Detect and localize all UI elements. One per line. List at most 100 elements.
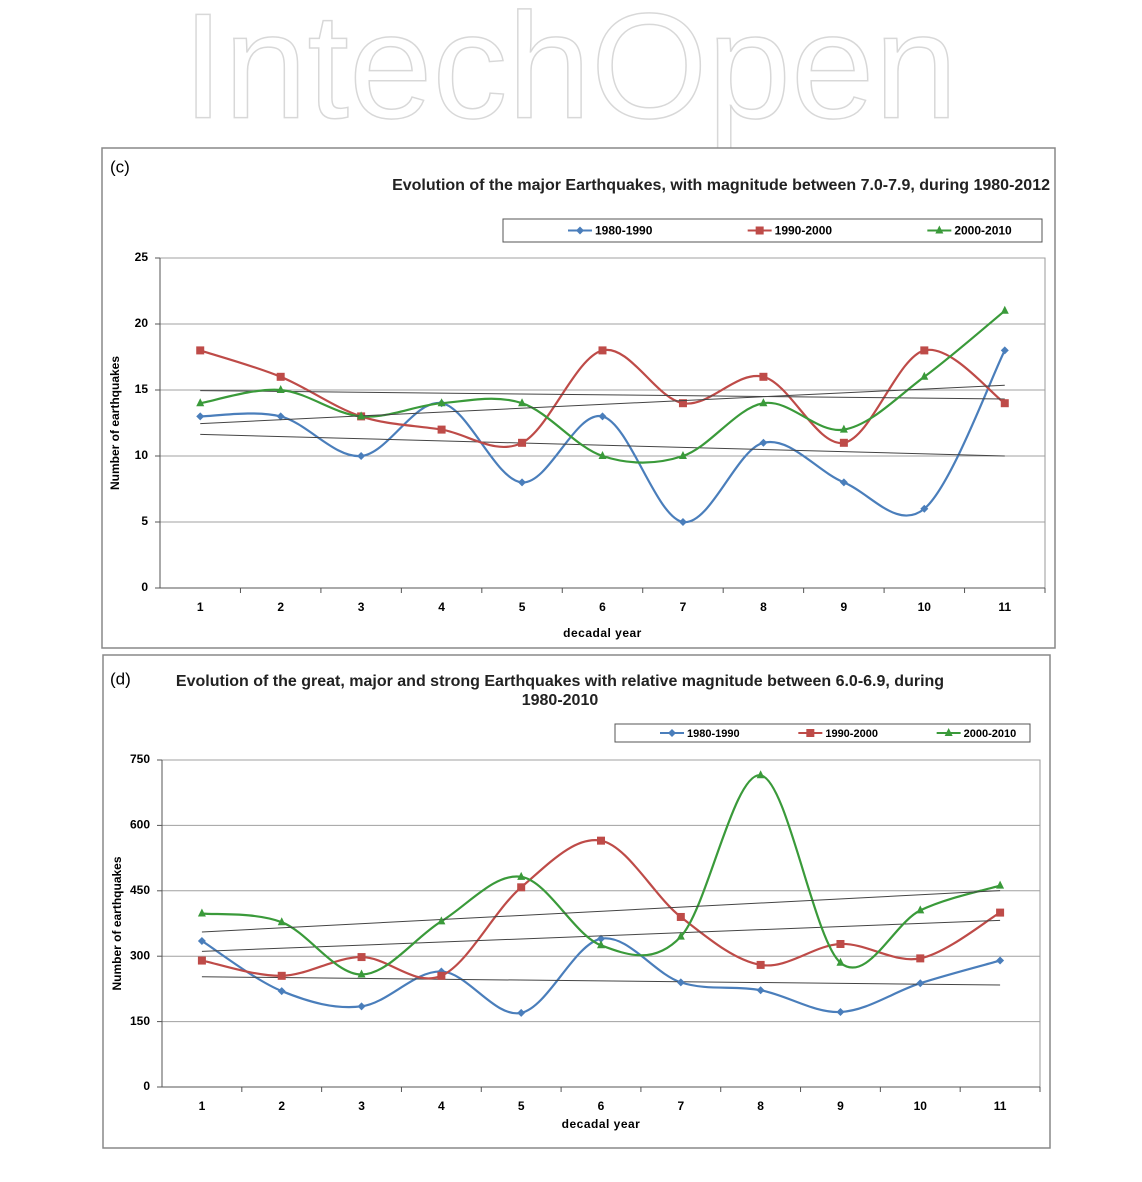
marker xyxy=(597,934,605,943)
x-tick-label: 2 xyxy=(278,1099,285,1113)
marker xyxy=(759,372,768,381)
legend-box xyxy=(502,218,1043,243)
x-tick-label: 2 xyxy=(277,600,284,614)
marker xyxy=(518,438,527,447)
marker xyxy=(920,371,929,380)
marker xyxy=(678,451,687,459)
marker xyxy=(437,971,446,980)
marker xyxy=(276,412,285,421)
y-tick-label: 0 xyxy=(141,580,148,594)
marker xyxy=(1000,399,1009,408)
panel-label: (d) xyxy=(110,669,131,688)
marker xyxy=(916,979,925,988)
x-tick-label: 9 xyxy=(841,600,848,614)
marker xyxy=(678,399,687,408)
x-tick-label: 11 xyxy=(994,1099,1007,1113)
trend-line xyxy=(200,384,1005,425)
x-axis-label: decadal year xyxy=(562,1117,641,1131)
marker xyxy=(437,916,446,925)
marker xyxy=(517,1008,526,1017)
legend-box xyxy=(614,723,1031,743)
x-tick-label: 5 xyxy=(519,600,526,614)
y-tick-label: 750 xyxy=(130,752,150,766)
x-tick-label: 11 xyxy=(998,600,1011,614)
marker xyxy=(598,412,607,421)
marker xyxy=(598,451,607,459)
marker xyxy=(276,372,285,381)
y-tick-label: 15 xyxy=(135,382,149,396)
y-tick-label: 10 xyxy=(135,448,149,462)
y-tick-label: 20 xyxy=(135,316,149,330)
marker xyxy=(196,412,205,421)
marker xyxy=(920,504,929,513)
x-tick-label: 6 xyxy=(599,600,606,614)
marker xyxy=(916,954,925,963)
marker xyxy=(437,425,446,434)
chart-title: Evolution of the great, major and strong… xyxy=(175,673,945,709)
marker xyxy=(668,729,676,737)
marker xyxy=(1000,305,1009,314)
series-line xyxy=(199,348,1006,449)
x-tick-label: 10 xyxy=(914,1099,928,1113)
marker xyxy=(678,518,687,526)
trend-line xyxy=(201,976,1001,986)
marker xyxy=(836,1008,845,1017)
marker xyxy=(276,385,285,393)
y-axis-label: Number of earthquakes xyxy=(108,356,122,490)
x-axis-label: decadal year xyxy=(563,626,642,640)
marker xyxy=(755,226,764,235)
marker xyxy=(598,346,607,355)
marker xyxy=(839,424,848,433)
x-tick-label: 4 xyxy=(438,1099,445,1113)
marker xyxy=(357,969,366,978)
legend-label: 1990-2000 xyxy=(825,728,878,740)
x-tick-label: 1 xyxy=(199,1099,206,1113)
y-tick-label: 150 xyxy=(130,1014,150,1028)
y-axis-label: Number of earthquakes xyxy=(110,856,124,990)
x-tick-label: 7 xyxy=(677,1099,684,1113)
x-tick-label: 8 xyxy=(757,1099,764,1113)
x-tick-label: 7 xyxy=(680,600,687,614)
legend-label: 2000-2010 xyxy=(964,728,1017,740)
trend-line xyxy=(201,919,1001,952)
marker xyxy=(197,956,206,965)
x-tick-label: 10 xyxy=(918,600,932,614)
marker xyxy=(836,939,845,948)
marker xyxy=(517,871,526,880)
marker xyxy=(759,398,768,407)
x-tick-label: 8 xyxy=(760,600,767,614)
y-tick-label: 600 xyxy=(130,818,150,832)
marker xyxy=(756,986,765,995)
marker xyxy=(920,346,929,355)
marker xyxy=(196,346,205,355)
marker xyxy=(756,770,765,779)
marker xyxy=(944,728,953,736)
y-tick-label: 450 xyxy=(130,883,150,897)
marker xyxy=(676,978,685,987)
y-tick-label: 25 xyxy=(135,250,149,264)
panel-label: (c) xyxy=(110,157,130,176)
x-tick-label: 3 xyxy=(358,600,365,614)
legend-label: 2000-2010 xyxy=(954,224,1012,238)
y-tick-label: 5 xyxy=(141,514,148,528)
marker xyxy=(597,836,605,845)
marker xyxy=(759,438,768,447)
marker xyxy=(357,452,366,460)
marker xyxy=(996,880,1005,889)
legend-label: 1980-1990 xyxy=(687,728,740,740)
legend-label: 1990-2000 xyxy=(775,224,833,238)
marker xyxy=(836,957,845,966)
marker xyxy=(197,908,206,917)
marker xyxy=(517,883,526,892)
marker xyxy=(518,478,527,487)
marker xyxy=(935,225,944,234)
series-line xyxy=(201,774,1001,976)
marker xyxy=(1000,346,1009,355)
watermark: IntechOpen xyxy=(182,0,958,150)
legend-label: 1980-1990 xyxy=(595,224,653,238)
marker xyxy=(277,971,286,980)
marker xyxy=(996,908,1005,917)
marker xyxy=(277,917,286,926)
